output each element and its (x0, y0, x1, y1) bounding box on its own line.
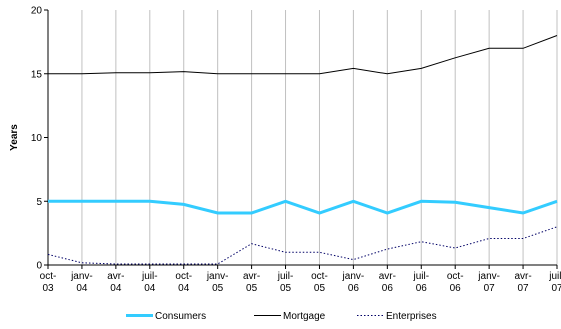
x-tick-label-year: 06 (450, 283, 462, 294)
legend-label-enterprises: Enterprises (386, 311, 437, 322)
series-line-consumers (48, 199, 558, 215)
series-lines (47, 35, 558, 265)
x-tick-label-month: avr- (379, 271, 396, 282)
y-tick-label: 20 (31, 6, 43, 17)
x-tick-label-month: oct- (311, 271, 328, 282)
x-tick-label: juil-06 (412, 271, 429, 294)
x-tick-label: juil-04 (141, 271, 158, 294)
x-tick-label: oct-03 (40, 271, 57, 294)
x-tick-label: oct-06 (447, 271, 464, 294)
x-tick-label-month: avr- (243, 271, 260, 282)
x-tick-label-year: 04 (178, 283, 190, 294)
x-tick-label-year: 03 (42, 283, 54, 294)
x-tick-label-year: 04 (144, 283, 156, 294)
x-tick-label-year: 07 (484, 283, 496, 294)
x-tick-label: janv-05 (206, 271, 229, 294)
x-tick-label-year: 06 (416, 283, 428, 294)
x-tick-label: oct-04 (175, 271, 192, 294)
x-tick-label-year: 05 (212, 283, 224, 294)
x-tick-label-month: janv- (206, 271, 229, 282)
y-tick-label: 10 (31, 133, 43, 144)
y-tick-label: 0 (36, 261, 42, 272)
x-tick-label-year: 04 (110, 283, 122, 294)
y-axis: 0 5 10 15 20 (31, 6, 49, 272)
x-tick-label: avr-07 (514, 271, 531, 294)
x-tick-label: janv-04 (70, 271, 93, 294)
x-tick-label: janv-07 (477, 271, 500, 294)
x-tick-label-month: oct- (40, 271, 57, 282)
x-tick-label: oct-05 (311, 271, 328, 294)
x-tick-label-month: juil- (412, 271, 429, 282)
x-tick-label-month: juil- (548, 271, 561, 282)
x-tick-label-month: juil- (277, 271, 294, 282)
x-axis: oct-03janv-04avr-04juil-04oct-04janv-05a… (40, 264, 561, 294)
x-tick-label-month: oct- (175, 271, 192, 282)
y-tick-label: 15 (31, 69, 43, 80)
x-tick-label-month: juil- (141, 271, 158, 282)
x-tick-label-month: janv- (342, 271, 365, 282)
x-tick-label-year: 05 (280, 283, 292, 294)
x-tick-label-year: 06 (382, 283, 394, 294)
series-line-mortgage (48, 35, 558, 75)
y-tick-label: 5 (36, 197, 42, 208)
y-axis-label: Years (9, 124, 20, 151)
x-tick-label-month: janv- (70, 271, 93, 282)
x-tick-label-year: 07 (551, 283, 561, 294)
x-tick-label-year: 05 (314, 283, 326, 294)
legend: Consumers Mortgage Enterprises (126, 311, 437, 322)
series-line-enterprises (47, 226, 558, 265)
x-tick-label: janv-06 (342, 271, 365, 294)
x-tick-label-month: oct- (447, 271, 464, 282)
legend-label-consumers: Consumers (155, 311, 206, 322)
x-tick-label: juil-07 (548, 271, 561, 294)
x-tick-label: avr-05 (243, 271, 260, 294)
x-tick-label-year: 04 (76, 283, 88, 294)
x-tick-label-month: avr- (514, 271, 531, 282)
x-tick-label-year: 07 (518, 283, 530, 294)
x-tick-label-year: 06 (348, 283, 360, 294)
x-tick-label-year: 05 (246, 283, 258, 294)
legend-label-mortgage: Mortgage (283, 311, 326, 322)
x-tick-label-month: avr- (107, 271, 124, 282)
x-tick-label: avr-06 (379, 271, 396, 294)
x-tick-label: juil-05 (277, 271, 294, 294)
x-tick-label-month: janv- (477, 271, 500, 282)
x-tick-label: avr-04 (107, 271, 124, 294)
grid-lines (81, 10, 558, 265)
